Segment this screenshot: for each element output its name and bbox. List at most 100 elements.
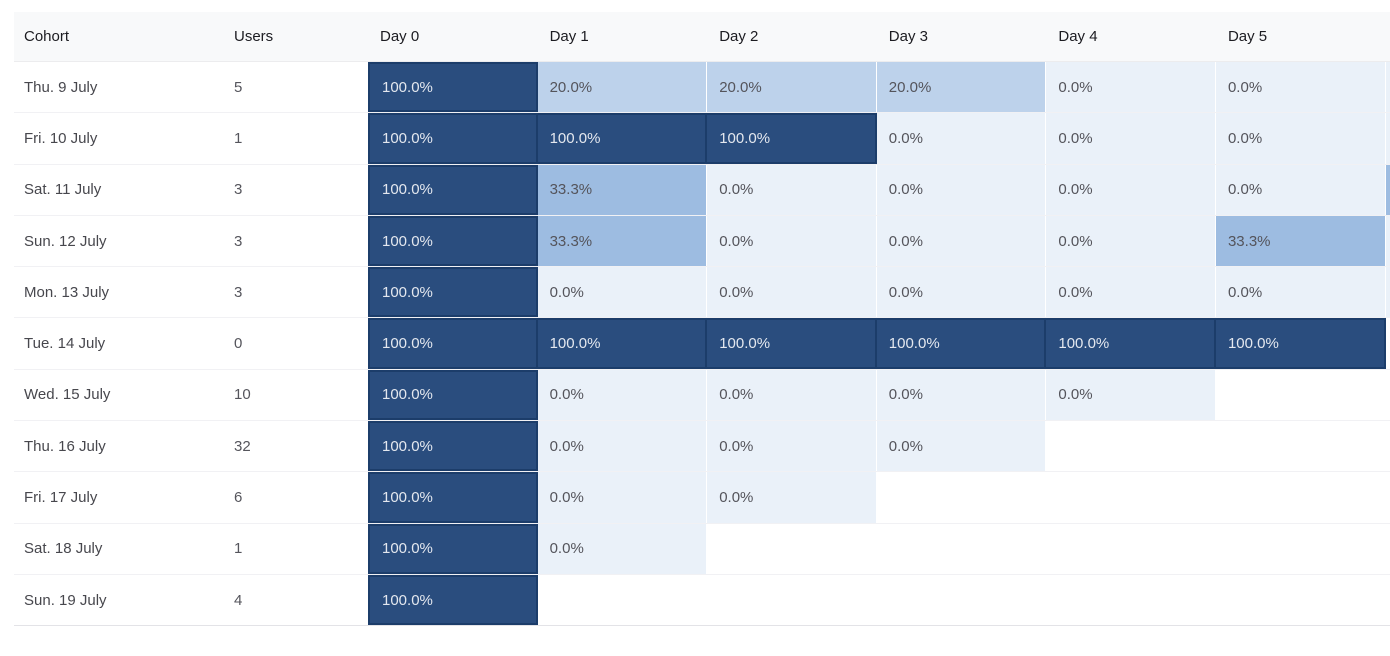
cohort-date-cell: Sun. 12 July xyxy=(24,232,107,250)
retention-cell-day3: 0.0% xyxy=(876,267,1047,318)
retention-cell-day1: 0.0% xyxy=(537,267,708,318)
retention-cell-day3 xyxy=(876,574,1047,626)
retention-cell-day1: 33.3% xyxy=(537,215,708,267)
users-count-cell: 3 xyxy=(234,181,243,199)
retention-cell-day3: 0.0% xyxy=(876,164,1047,215)
column-header-day3: Day 3 xyxy=(888,28,928,45)
retention-cell-day3: 20.0% xyxy=(876,62,1047,113)
retention-cell-day0: 100.0% xyxy=(368,318,538,369)
retention-cell-day5: 100.0% xyxy=(1215,318,1386,369)
retention-cell-day2: 100.0% xyxy=(707,318,877,369)
table-row: Sat. 18 July 1 100.0% 0.0% xyxy=(14,523,1390,575)
table-header: Cohort Users Day 0 Day 1 Day 2 Day 3 Day 4 Day … xyxy=(14,12,1390,62)
table-row: Fri. 10 July 1 100.0% 100.0% 100.0% 0.0% 0.0% 0… xyxy=(14,113,1390,165)
next-day-column-peek xyxy=(1385,62,1390,113)
retention-cell-day4 xyxy=(1046,421,1216,472)
retention-cell-day4: 0.0% xyxy=(1046,62,1216,113)
table-row: Thu. 16 July 32 100.0% 0.0% 0.0% 0.0% xyxy=(14,421,1390,473)
users-count-cell: 1 xyxy=(234,540,243,558)
retention-cell-day2: 0.0% xyxy=(707,369,877,421)
retention-cell-day0: 100.0% xyxy=(368,267,538,318)
retention-cell-day0: 100.0% xyxy=(368,472,538,523)
next-day-column-peek xyxy=(1385,164,1390,215)
retention-cell-day3: 0.0% xyxy=(876,215,1047,267)
retention-cell-day4: 0.0% xyxy=(1046,215,1216,267)
next-day-column-peek xyxy=(1385,113,1390,164)
retention-cell-day1: 100.0% xyxy=(537,113,708,164)
retention-cell-day3 xyxy=(876,472,1047,523)
users-count-cell: 1 xyxy=(234,129,243,147)
users-count-cell: 0 xyxy=(234,335,243,353)
retention-cell-day4: 0.0% xyxy=(1046,369,1216,421)
table-row: Thu. 9 July 5 100.0% 20.0% 20.0% 20.0% 0.0% 0.0… xyxy=(14,62,1390,114)
retention-cell-day1: 0.0% xyxy=(537,369,708,421)
table-row: Mon. 13 July 3 100.0% 0.0% 0.0% 0.0% 0.0% 0.0% xyxy=(14,267,1390,319)
cohort-retention-table: Cohort Users Day 0 Day 1 Day 2 Day 3 Day 4 Day … xyxy=(14,12,1390,627)
retention-cell-day1: 20.0% xyxy=(537,62,708,113)
retention-cell-day0: 100.0% xyxy=(368,215,538,267)
users-count-cell: 4 xyxy=(234,591,243,609)
retention-cell-day5 xyxy=(1215,369,1386,421)
next-day-column-peek xyxy=(1385,267,1390,318)
retention-cell-day4: 0.0% xyxy=(1046,113,1216,164)
users-count-cell: 32 xyxy=(234,437,251,455)
table-row: Fri. 17 July 6 100.0% 0.0% 0.0% xyxy=(14,472,1390,524)
retention-cell-day0: 100.0% xyxy=(368,523,538,574)
retention-cell-day0: 100.0% xyxy=(368,574,538,626)
retention-cell-day5: 33.3% xyxy=(1215,215,1386,267)
retention-cell-day5 xyxy=(1215,472,1386,523)
retention-cell-day5 xyxy=(1215,574,1386,626)
cohort-date-cell: Sat. 11 July xyxy=(24,181,102,199)
retention-cell-day3 xyxy=(876,523,1047,574)
table-row: Sun. 12 July 3 100.0% 33.3% 0.0% 0.0% 0.0% 33.3… xyxy=(14,215,1390,268)
retention-cell-day1 xyxy=(537,574,708,626)
retention-cell-day3: 0.0% xyxy=(876,421,1047,472)
users-count-cell: 3 xyxy=(234,232,243,250)
column-header-users: Users xyxy=(234,28,274,45)
retention-cell-day3: 0.0% xyxy=(876,113,1047,164)
cohort-date-cell: Tue. 14 July xyxy=(24,335,106,353)
retention-cell-day3: 100.0% xyxy=(876,318,1047,369)
retention-cell-day1: 100.0% xyxy=(537,318,708,369)
column-header-cohort: Cohort xyxy=(24,28,70,45)
retention-cell-day5: 0.0% xyxy=(1215,113,1386,164)
retention-cell-day2 xyxy=(707,574,877,626)
retention-cell-day2: 0.0% xyxy=(707,164,877,215)
column-header-day0: Day 0 xyxy=(380,28,420,45)
cohort-date-cell: Wed. 15 July xyxy=(24,386,111,404)
retention-cell-day1: 0.0% xyxy=(537,523,708,574)
cohort-date-cell: Fri. 10 July xyxy=(24,129,98,147)
cohort-date-cell: Thu. 9 July xyxy=(24,78,98,96)
users-count-cell: 10 xyxy=(234,386,251,404)
retention-cell-day1: 0.0% xyxy=(537,472,708,523)
users-count-cell: 6 xyxy=(234,489,243,507)
cohort-date-cell: Sun. 19 July xyxy=(24,591,107,609)
column-header-day4: Day 4 xyxy=(1058,28,1098,45)
retention-cell-day5: 0.0% xyxy=(1215,62,1386,113)
retention-cell-day2 xyxy=(707,523,877,574)
table-row: Wed. 15 July 10 100.0% 0.0% 0.0% 0.0% 0.0% xyxy=(14,369,1390,422)
retention-cell-day0: 100.0% xyxy=(368,164,538,215)
cohort-date-cell: Mon. 13 July xyxy=(24,283,110,301)
table-body: Thu. 9 July 5 100.0% 20.0% 20.0% 20.0% 0.0% 0.0… xyxy=(14,62,1390,627)
retention-cell-day0: 100.0% xyxy=(368,369,538,421)
table-row: Sun. 19 July 4 100.0% xyxy=(14,574,1390,627)
retention-cell-day5 xyxy=(1215,523,1386,574)
retention-cell-day3: 0.0% xyxy=(876,369,1047,421)
retention-cell-day0: 100.0% xyxy=(368,113,538,164)
users-count-cell: 3 xyxy=(234,283,243,301)
users-count-cell: 5 xyxy=(234,78,243,96)
retention-cell-day4: 0.0% xyxy=(1046,267,1216,318)
cohort-date-cell: Fri. 17 July xyxy=(24,489,98,507)
cohort-date-cell: Sat. 18 July xyxy=(24,540,103,558)
retention-cell-day4 xyxy=(1046,523,1216,574)
column-header-day1: Day 1 xyxy=(549,28,589,45)
table-row: Sat. 11 July 3 100.0% 33.3% 0.0% 0.0% 0.0% 0.0% xyxy=(14,164,1390,216)
retention-cell-day2: 0.0% xyxy=(707,421,877,472)
next-day-column-peek xyxy=(1385,215,1390,267)
retention-cell-day4: 0.0% xyxy=(1046,164,1216,215)
column-header-day2: Day 2 xyxy=(719,28,759,45)
retention-cell-day2: 100.0% xyxy=(707,113,877,164)
retention-cell-day2: 0.0% xyxy=(707,215,877,267)
retention-cell-day4: 100.0% xyxy=(1046,318,1216,369)
